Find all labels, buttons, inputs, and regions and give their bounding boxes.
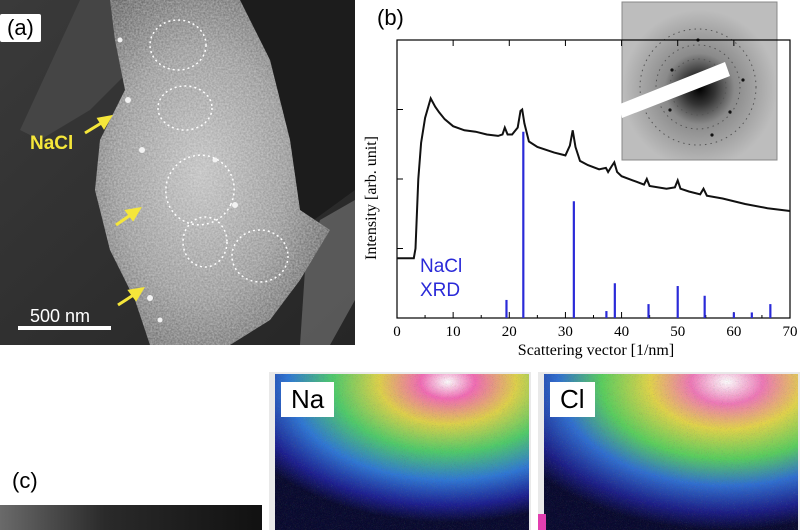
tem-micrograph [0,0,355,345]
map-label-cl: Cl [550,382,595,417]
x-tick-label: 30 [558,324,573,340]
measured-curve [397,95,791,260]
diffraction-inset [620,1,778,161]
xrd-chart: 0 10 20 30 40 50 60 70 [393,1,798,340]
panel-label-b: (b) [377,5,404,30]
x-tick-label: 60 [726,324,741,340]
eds-map-na: Na [269,372,531,530]
legend-line-1: NaCl [420,256,463,277]
x-axis-label: Scattering vector [1/nm] [517,342,675,359]
x-tick-label: 20 [502,324,517,340]
tem-image-panel-c [0,505,262,530]
scale-bar [18,326,111,330]
scale-bar-label: 500 nm [30,306,91,326]
tem-image-panel-a: (a) NaCl 500 nm [0,0,355,345]
map-label-na: Na [281,382,335,417]
x-tick-label: 10 [446,324,461,340]
legend-line-2: XRD [420,280,461,301]
panel-label-a: (a) [0,14,41,42]
y-axis-label: Intensity [arb. unit] [363,136,380,260]
nacl-annotation: NaCl [30,133,74,154]
legend-nacl-xrd: NaCl XRD [420,255,462,303]
panel-label-c: (c) [12,468,38,493]
x-tick-label: 50 [670,324,685,340]
x-tick-label: 0 [393,324,401,340]
x-tick-label: 70 [783,324,798,340]
chart-panel-b: (b) 0 10 20 30 40 50 60 70 [360,0,800,365]
x-tick-label: 40 [614,324,629,340]
eds-map-cl: Cl [538,372,800,530]
nacl-arrows [84,114,145,307]
